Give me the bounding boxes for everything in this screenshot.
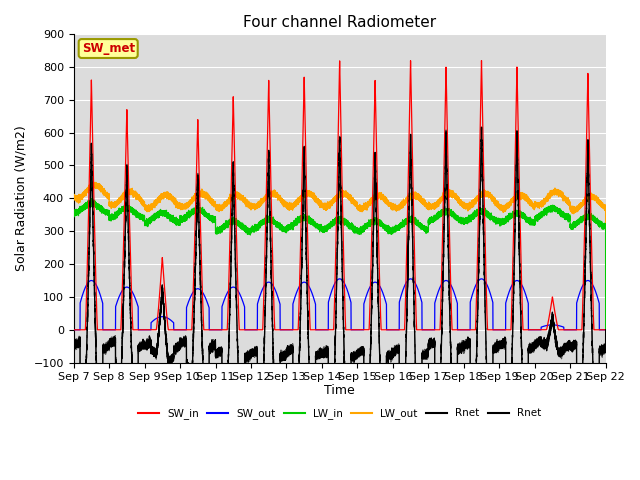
- Text: SW_met: SW_met: [82, 42, 135, 55]
- Legend: SW_in, SW_out, LW_in, LW_out, Rnet, Rnet: SW_in, SW_out, LW_in, LW_out, Rnet, Rnet: [134, 404, 545, 423]
- X-axis label: Time: Time: [324, 384, 355, 397]
- Y-axis label: Solar Radiation (W/m2): Solar Radiation (W/m2): [15, 125, 28, 271]
- Title: Four channel Radiometer: Four channel Radiometer: [243, 15, 436, 30]
